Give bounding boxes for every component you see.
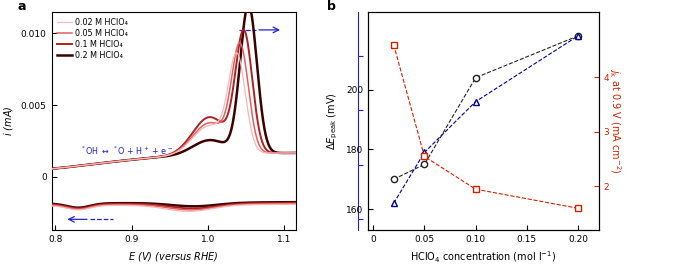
X-axis label: HClO$_4$ concentration (mol l$^{-1}$): HClO$_4$ concentration (mol l$^{-1}$) <box>410 250 557 265</box>
Y-axis label: $i$ (mA): $i$ (mA) <box>2 106 15 136</box>
Text: b: b <box>327 0 336 13</box>
Text: $^*$OH $\leftrightarrow$ $^*$O + H$^+$ + e$^-$: $^*$OH $\leftrightarrow$ $^*$O + H$^+$ +… <box>80 144 173 157</box>
Legend: 0.02 M HClO₄, 0.05 M HClO₄, 0.1 M HClO₄, 0.2 M HClO₄: 0.02 M HClO₄, 0.05 M HClO₄, 0.1 M HClO₄,… <box>54 14 131 63</box>
Y-axis label: $E_{^*\mathrm{O}}$ (V): $E_{^*\mathrm{O}}$ (V) <box>393 103 407 139</box>
X-axis label: $E$ (V) (versus RHE): $E$ (V) (versus RHE) <box>129 250 219 263</box>
Y-axis label: $j_\mathrm{k}$ at 0.9 V (mA cm$^{-2}$): $j_\mathrm{k}$ at 0.9 V (mA cm$^{-2}$) <box>608 68 623 174</box>
Y-axis label: $\Delta E_\mathrm{peak}$ (mV): $\Delta E_\mathrm{peak}$ (mV) <box>326 92 341 150</box>
Text: a: a <box>17 0 26 13</box>
